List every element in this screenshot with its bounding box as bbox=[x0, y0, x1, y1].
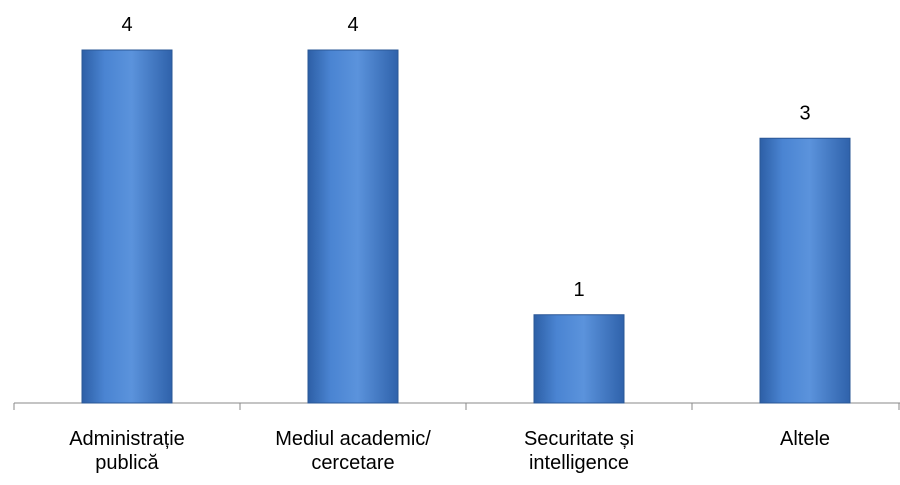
category-label-line: Securitate și bbox=[524, 428, 634, 450]
category-label-1: Administrație publică bbox=[69, 428, 185, 474]
category-label-3: Securitate și intelligence bbox=[524, 428, 634, 474]
bar-2 bbox=[307, 49, 399, 404]
bar-1 bbox=[81, 49, 173, 404]
data-label-3: 1 bbox=[573, 279, 584, 301]
data-label-2: 4 bbox=[347, 14, 358, 36]
data-label-1: 4 bbox=[121, 14, 132, 36]
category-label-line: Administrație bbox=[69, 428, 185, 450]
category-label-2: Mediul academic/cercetare bbox=[275, 428, 431, 474]
category-label-line: Altele bbox=[780, 428, 830, 450]
category-label-line: publică bbox=[95, 452, 159, 474]
category-label-line: intelligence bbox=[529, 452, 629, 474]
category-label-line: Mediul academic/ bbox=[275, 428, 431, 450]
data-label-4: 3 bbox=[799, 102, 810, 124]
category-label-4: Altele bbox=[780, 428, 830, 450]
category-label-line: cercetare bbox=[311, 452, 394, 474]
bar-3 bbox=[533, 314, 625, 404]
plot-area: 4 Administrație publică 4 Mediul academic/ce… bbox=[13, 14, 900, 474]
bar-4 bbox=[759, 137, 851, 404]
